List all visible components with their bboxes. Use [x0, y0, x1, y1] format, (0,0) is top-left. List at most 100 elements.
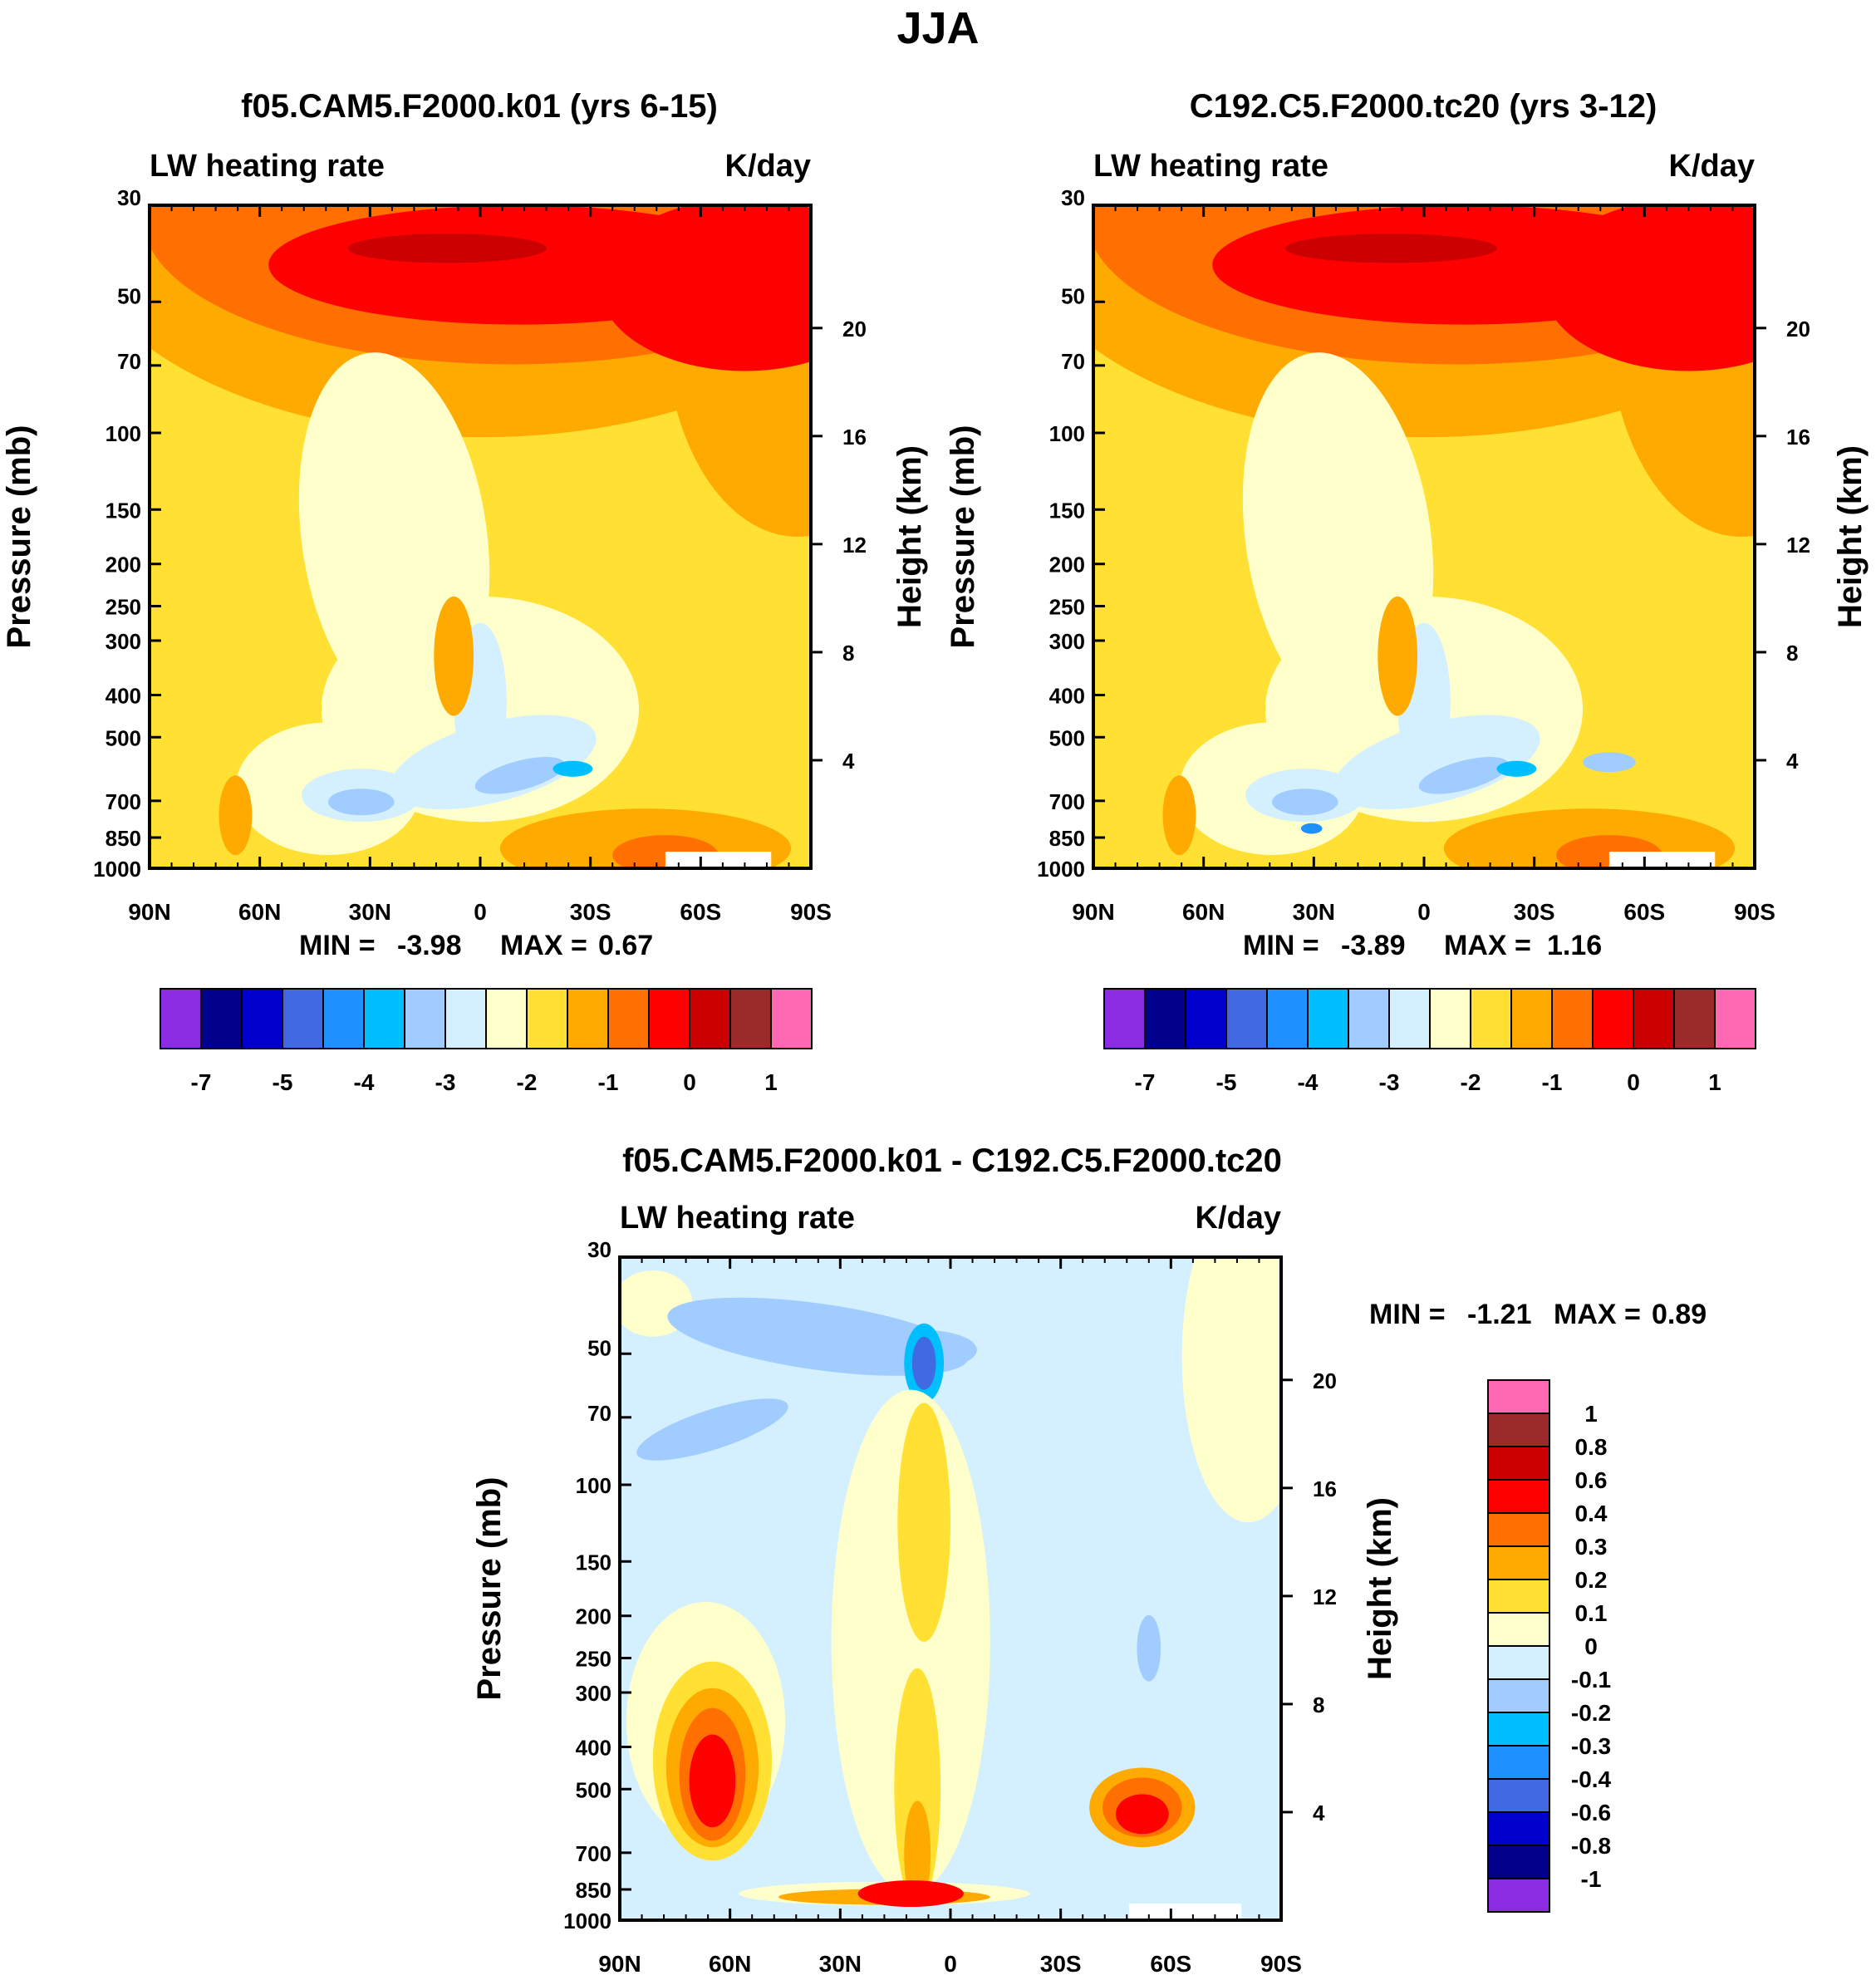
pressure-tick-label: 1000 — [1037, 857, 1085, 882]
colorbar-label: 0 — [1584, 1634, 1598, 1659]
contour-region — [1583, 752, 1636, 773]
panel-a-height-axis-title: Height (km) — [891, 445, 928, 628]
panel-a-minmax: MIN = -3.98 MAX = 0.67 — [299, 930, 653, 961]
colorbar-swatch — [1348, 988, 1390, 1049]
pressure-tick-label: 1000 — [93, 857, 141, 882]
panel-diff-axes: 90N 60N 30N 0 30S 60S 90S 30 50 70 100 150 200 250 300… — [563, 1237, 1337, 1977]
pressure-tick-label: 150 — [576, 1550, 611, 1575]
x-tick-label: 90S — [1734, 899, 1775, 925]
colorbar-swatch — [1487, 1379, 1550, 1414]
colorbar-label: -0.2 — [1571, 1700, 1611, 1726]
contour-region — [857, 1880, 964, 1908]
colorbar-swatch — [729, 988, 772, 1049]
pressure-tick-label: 400 — [576, 1735, 611, 1760]
panel-b-max-value: 1.16 — [1547, 930, 1602, 961]
height-tick-label: 20 — [1313, 1368, 1337, 1393]
height-tick-label: 12 — [1786, 533, 1810, 558]
height-tick-label: 20 — [1786, 317, 1810, 341]
colorbar-label: -1 — [1581, 1866, 1602, 1892]
panel-b-min-value: -3.89 — [1341, 930, 1406, 961]
colorbar-swatch — [1510, 988, 1553, 1049]
contour-region — [552, 760, 593, 777]
colorbar-swatch — [322, 988, 365, 1049]
panel-b-variable-label: LW heating rate — [1093, 149, 1328, 184]
colorbar-swatch — [200, 988, 243, 1049]
contour-region — [1496, 760, 1537, 777]
x-tick-label: 30S — [1040, 1951, 1082, 1977]
height-tick-label: 4 — [1313, 1801, 1325, 1825]
x-tick-label: 0 — [1417, 899, 1431, 925]
contour-region — [689, 1734, 736, 1828]
panel-diff-minmax: MIN = -1.21 MAX = 0.89 — [1369, 1299, 1707, 1330]
pressure-tick-label: 700 — [576, 1841, 611, 1866]
height-tick-label: 20 — [842, 317, 867, 341]
pressure-tick-label: 70 — [1061, 349, 1085, 374]
pressure-tick-label: 150 — [1049, 498, 1085, 523]
colorbar-label: 0.6 — [1575, 1467, 1608, 1493]
panel-diff-pressure-axis-title: Pressure (mb) — [471, 1477, 508, 1701]
colorbar-swatch — [1673, 988, 1716, 1049]
pressure-tick-label: 30 — [117, 185, 141, 210]
colorbar-label: -5 — [273, 1069, 293, 1095]
contour-region — [599, 205, 811, 371]
contour-region — [219, 775, 253, 856]
missing-data-region — [1128, 1904, 1242, 1920]
colorbar-label: 0.8 — [1575, 1434, 1608, 1460]
colorbar-label: 0.1 — [1575, 1600, 1608, 1626]
panel-b-plot-area — [1093, 205, 1755, 868]
colorbar-label: -3 — [1379, 1069, 1400, 1095]
height-tick-label: 16 — [1786, 425, 1810, 450]
colorbar-swatch — [1487, 1712, 1550, 1747]
height-tick-label: 8 — [842, 641, 854, 666]
panel-diff: f05.CAM5.F2000.k01 - C192.C5.F2000.tc20 … — [471, 1142, 1707, 1977]
panel-b-height-axis-title: Height (km) — [1832, 445, 1869, 628]
pressure-tick-label: 700 — [106, 789, 141, 814]
pressure-tick-label: 300 — [1049, 629, 1085, 654]
colorbar-swatch — [1487, 1579, 1550, 1614]
x-tick-label: 90N — [598, 1951, 641, 1977]
x-tick-label: 30S — [1514, 899, 1555, 925]
contour-region — [1300, 823, 1323, 834]
colorbar-swatch — [1266, 988, 1309, 1049]
colorbar-swatch — [1225, 988, 1268, 1049]
pressure-tick-label: 50 — [1061, 283, 1085, 308]
colorbar-swatch — [1487, 1811, 1550, 1846]
colorbar-swatch — [1487, 1645, 1550, 1680]
contour-region — [1181, 1257, 1281, 1523]
contour-region — [636, 1398, 788, 1461]
colorbar-swatch — [1185, 988, 1227, 1049]
pressure-tick-label: 700 — [1049, 789, 1085, 814]
colorbar-swatch — [1487, 1545, 1550, 1580]
colorbar-swatch — [1103, 988, 1146, 1049]
x-tick-label: 30S — [570, 899, 611, 925]
colorbar-swatch — [1551, 988, 1594, 1049]
x-tick-label: 0 — [474, 899, 487, 925]
pressure-tick-label: 850 — [576, 1878, 611, 1903]
colorbar-swatch — [1487, 1446, 1550, 1481]
pressure-tick-label: 70 — [587, 1401, 611, 1426]
pressure-tick-label: 1000 — [563, 1909, 611, 1933]
colorbar-label: -2 — [1461, 1069, 1481, 1095]
x-tick-label: 30N — [819, 1951, 862, 1977]
colorbar-swatch — [444, 988, 487, 1049]
colorbar-label: -0.3 — [1571, 1733, 1611, 1759]
panel-b-pressure-axis-title: Pressure (mb) — [945, 425, 981, 649]
pressure-tick-label: 30 — [587, 1237, 611, 1262]
colorbar-swatch — [485, 988, 528, 1049]
pressure-tick-label: 250 — [576, 1647, 611, 1672]
pressure-tick-label: 500 — [106, 725, 141, 750]
panel-diff-title: f05.CAM5.F2000.k01 - C192.C5.F2000.tc20 — [622, 1142, 1282, 1179]
colorbar-swatch — [363, 988, 405, 1049]
colorbar-swatch — [770, 988, 813, 1049]
panel-a-variable-label: LW heating rate — [150, 149, 385, 184]
colorbar-label: -0.4 — [1571, 1766, 1612, 1792]
pressure-tick-label: 200 — [106, 553, 141, 577]
colorbar-swatch — [1487, 1745, 1550, 1780]
colorbar-label: -1 — [598, 1069, 619, 1095]
pressure-tick-label: 150 — [106, 498, 141, 523]
panel-a-min-value: -3.98 — [397, 930, 462, 961]
colorbar-label: -3 — [435, 1069, 456, 1095]
panel-diff-plot-area — [620, 1257, 1281, 1920]
x-tick-label: 90S — [1260, 1951, 1302, 1977]
contour-region — [1418, 757, 1509, 794]
